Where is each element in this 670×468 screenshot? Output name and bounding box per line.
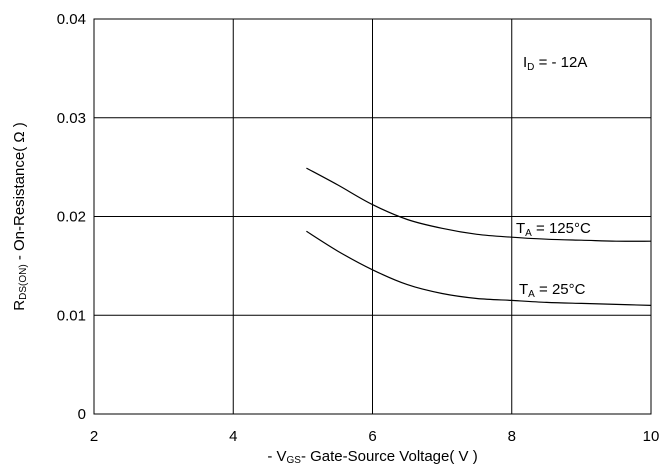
y-tick-label: 0.01 — [57, 307, 86, 324]
x-tick-labels: 2 4 6 8 10 — [90, 428, 660, 445]
series-label-rest: = 25°C — [535, 281, 586, 298]
y-tick-label: 0.03 — [57, 110, 86, 127]
x-tick-label: 2 — [90, 428, 98, 445]
y-axis-title: RDS(ON) - On-Resistance( Ω ) — [11, 122, 29, 310]
series-line-0 — [306, 167, 652, 242]
y-axis-title-rest: - On-Resistance( Ω ) — [11, 122, 28, 264]
series-label-rest: = 125°C — [532, 220, 591, 237]
series-label-sub: A — [528, 289, 535, 300]
series-line-1 — [306, 230, 652, 306]
x-axis-title-rest: - Gate-Source Voltage( V ) — [301, 448, 478, 465]
series-layer — [306, 167, 652, 306]
annotation-sub: D — [527, 62, 534, 73]
series-label-sub: A — [525, 228, 532, 239]
plot-frame — [93, 18, 652, 415]
y-axis-title-sub: DS(ON) — [18, 264, 29, 300]
x-tick-label: 6 — [368, 428, 376, 445]
x-axis-title: - VGS- Gate-Source Voltage( V ) — [267, 448, 477, 466]
drain-current-annotation: ID = - 12A — [523, 54, 587, 73]
series-label-25c: TA = 25°C — [519, 281, 586, 300]
annotation-base: I — [523, 54, 527, 71]
y-tick-label: 0.04 — [57, 11, 86, 28]
x-tick-label: 4 — [229, 428, 237, 445]
series-label-125c: TA = 125°C — [516, 220, 591, 239]
x-axis-title-prefix: - V — [267, 448, 286, 465]
y-tick-label: 0 — [78, 406, 86, 423]
x-tick-label: 10 — [643, 428, 660, 445]
grid — [93, 18, 652, 415]
x-axis-title-sub: GS — [286, 455, 301, 466]
y-tick-labels: 0 0.01 0.02 0.03 0.04 — [57, 11, 86, 423]
annotation-rest: = - 12A — [534, 54, 587, 71]
series-label-base: T — [516, 220, 525, 237]
series-label-base: T — [519, 281, 528, 298]
x-tick-label: 8 — [508, 428, 516, 445]
y-axis-title-prefix: R — [11, 300, 28, 311]
y-tick-label: 0.02 — [57, 209, 86, 226]
